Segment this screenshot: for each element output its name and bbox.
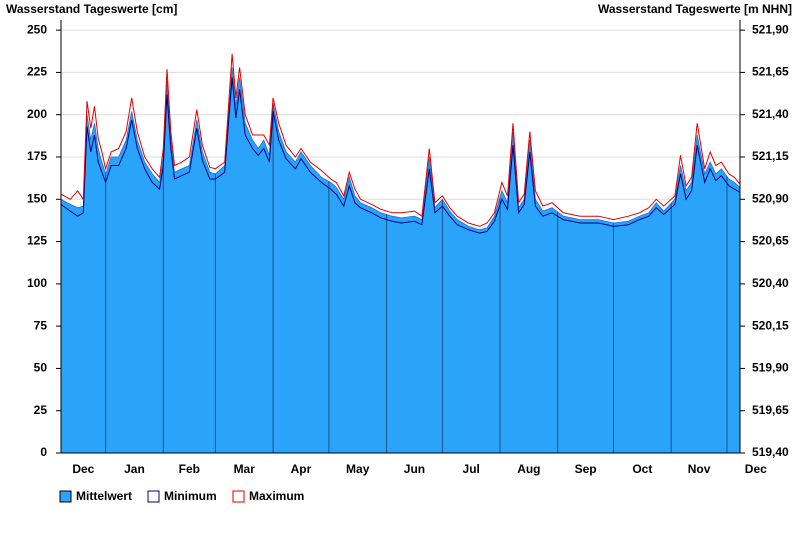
x-tick-label: Aug	[517, 462, 540, 476]
x-tick-label: Sep	[575, 462, 597, 476]
y-tick-label: 250	[27, 22, 47, 36]
y2-tick-label: 521,90	[752, 22, 789, 36]
y-tick-label: 175	[27, 149, 47, 163]
y2-tick-label: 519,65	[752, 403, 789, 417]
x-tick-label: Apr	[291, 462, 312, 476]
legend-label: Mittelwert	[76, 489, 132, 503]
x-tick-label: Jan	[124, 462, 145, 476]
x-tick-label: Nov	[688, 462, 711, 476]
mean-area	[60, 67, 741, 454]
x-tick-label: Dec	[745, 462, 767, 476]
y-tick-label: 125	[27, 234, 47, 248]
x-tick-label: Dec	[72, 462, 94, 476]
series-line	[60, 53, 741, 227]
y-tick-label: 25	[34, 403, 48, 417]
legend-swatch	[59, 490, 72, 503]
y2-tick-label: 520,40	[752, 276, 789, 290]
y2-tick-label: 519,40	[752, 445, 789, 459]
legend-label: Maximum	[249, 489, 304, 503]
y2-tick-label: 520,65	[752, 234, 789, 248]
legend-label: Minimum	[164, 489, 217, 503]
y-tick-label: 75	[34, 318, 48, 332]
y2-tick-label: 521,65	[752, 65, 789, 79]
x-tick-label: May	[346, 462, 370, 476]
y-tick-label: 100	[27, 276, 47, 290]
x-tick-label: Jun	[404, 462, 425, 476]
y2-tick-label: 520,15	[752, 318, 789, 332]
chart-title: Wasserstand Tageswerte [cm]	[6, 2, 177, 16]
y-tick-label: 225	[27, 65, 47, 79]
x-tick-label: Mar	[234, 462, 256, 476]
y2-tick-label: 519,90	[752, 361, 789, 375]
legend-swatch	[147, 490, 160, 503]
x-tick-label: Feb	[179, 462, 200, 476]
y-tick-label: 0	[40, 445, 47, 459]
series-line	[60, 77, 741, 234]
y2-axis-title: Wasserstand Tageswerte [m NHN]	[598, 2, 792, 16]
x-tick-label: Jul	[463, 462, 480, 476]
legend-swatch	[232, 490, 245, 503]
y2-tick-label: 520,90	[752, 191, 789, 205]
y2-tick-label: 521,40	[752, 107, 789, 121]
x-tick-label: Oct	[632, 462, 652, 476]
y-tick-label: 200	[27, 107, 47, 121]
y-tick-label: 150	[27, 191, 47, 205]
y-tick-label: 50	[34, 361, 48, 375]
y2-tick-label: 521,15	[752, 149, 789, 163]
